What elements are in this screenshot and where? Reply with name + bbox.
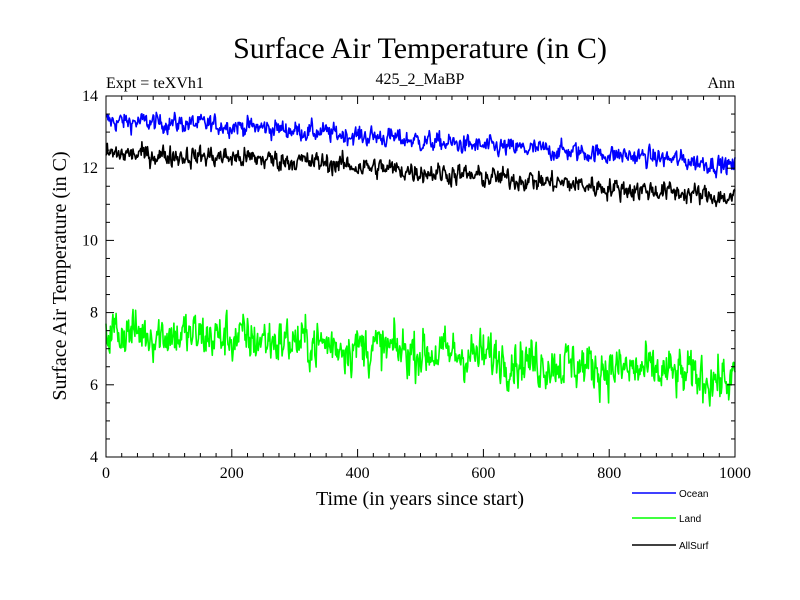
- legend-label-ocean: Ocean: [679, 489, 708, 500]
- legend-label-allsurf: AllSurf: [679, 541, 709, 552]
- y-tick-label: 12: [82, 160, 98, 177]
- series-line-allsurf: [105, 141, 736, 208]
- x-axis-label: Time (in years since start): [316, 488, 524, 510]
- x-tick-label: 0: [102, 465, 110, 482]
- y-tick-label: 10: [82, 232, 98, 249]
- chart-title: Surface Air Temperature (in C): [233, 32, 607, 65]
- legend-label-land: Land: [679, 514, 701, 525]
- series-line-land: [105, 308, 736, 407]
- x-tick-label: 600: [471, 465, 495, 482]
- y-tick-label: 14: [82, 88, 98, 105]
- x-tick-label: 200: [220, 465, 244, 482]
- y-tick-label: 6: [90, 377, 98, 394]
- experiment-label: Expt = teXVh1: [106, 75, 204, 92]
- legend: Ocean Land AllSurf: [632, 489, 709, 552]
- experiment-id-label: 425_2_MaBP: [376, 71, 465, 88]
- y-tick-label: 4: [90, 449, 98, 466]
- x-tick-label: 800: [597, 465, 621, 482]
- plot-frame: [105, 95, 736, 458]
- axis-layer: 0 200 400 600 800 1000 4 6 8 10 12 14: [82, 88, 751, 482]
- series-layer: [105, 111, 736, 407]
- period-label: Ann: [707, 75, 735, 92]
- x-tick-label: 1000: [719, 465, 751, 482]
- series-line-ocean: [105, 111, 736, 179]
- x-tick-label: 400: [346, 465, 370, 482]
- y-axis-label: Surface Air Temperature (in C): [49, 151, 71, 400]
- y-tick-label: 8: [90, 305, 98, 322]
